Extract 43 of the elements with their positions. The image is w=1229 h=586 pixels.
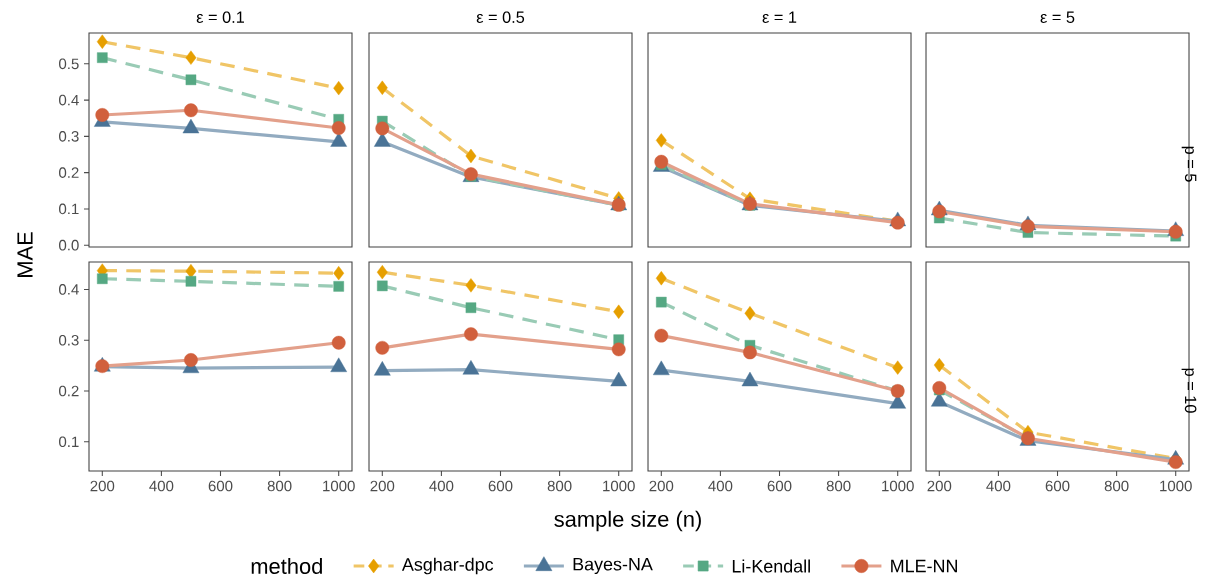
x-tick-label: 400 [429, 480, 454, 492]
x-tick-label: 1000 [1160, 480, 1192, 492]
x-axis-title: sample size (n) [554, 510, 701, 532]
x-tick-label: 400 [708, 480, 733, 492]
x-tick-label: 1000 [323, 480, 355, 492]
y-tick-label: 0.3 [59, 334, 79, 346]
x-tick-label: 1000 [603, 480, 635, 492]
y-tick-label: 0.3 [59, 131, 79, 142]
y-tick-label: 0.0 [59, 239, 79, 251]
y-tick-label: 0.2 [59, 167, 79, 178]
x-tick-label: 200 [649, 480, 674, 492]
legend-label: MLE-NN [891, 559, 957, 573]
chart-title: ε = 5 [1040, 11, 1075, 24]
x-tick-label: 600 [488, 480, 513, 492]
legend-label: Li-Kendall [732, 559, 810, 573]
y-tick-label: 0.4 [59, 94, 79, 106]
legend-label: Asghar-dpc [401, 557, 494, 575]
x-tick-label: 600 [767, 480, 792, 492]
x-tick-label: 600 [208, 480, 233, 492]
y-tick-label: 0.4 [59, 284, 79, 295]
x-tick-label: 800 [826, 480, 851, 492]
x-tick-label: 800 [547, 480, 572, 492]
x-tick-label: 400 [149, 480, 174, 492]
y-tick-label: 0.1 [59, 203, 79, 215]
x-tick-label: 1000 [882, 480, 914, 492]
chart-title: ε = 0.1 [196, 11, 245, 24]
legend-title: method [251, 557, 322, 575]
y-tick-label: 0.1 [59, 436, 79, 448]
x-tick-label: 200 [90, 480, 115, 492]
x-tick-label: 800 [1104, 480, 1129, 492]
x-tick-label: 800 [267, 480, 292, 492]
x-tick-label: 200 [927, 480, 952, 492]
y2-axis-title: p = 10 [1181, 368, 1197, 413]
y-axis-title: MAE [17, 232, 33, 277]
y-tick-label: 0.5 [59, 58, 79, 70]
chart-title: ε = 1 [762, 11, 797, 24]
y-tick-label: 0.2 [59, 385, 79, 397]
y2-axis-title: p = 5 [1181, 146, 1197, 182]
legend-label: Bayes-NA [573, 557, 653, 575]
chart-title: ε = 0.5 [476, 11, 525, 24]
x-tick-label: 600 [1045, 480, 1070, 492]
x-tick-label: 400 [986, 480, 1011, 492]
x-tick-label: 200 [370, 480, 395, 492]
